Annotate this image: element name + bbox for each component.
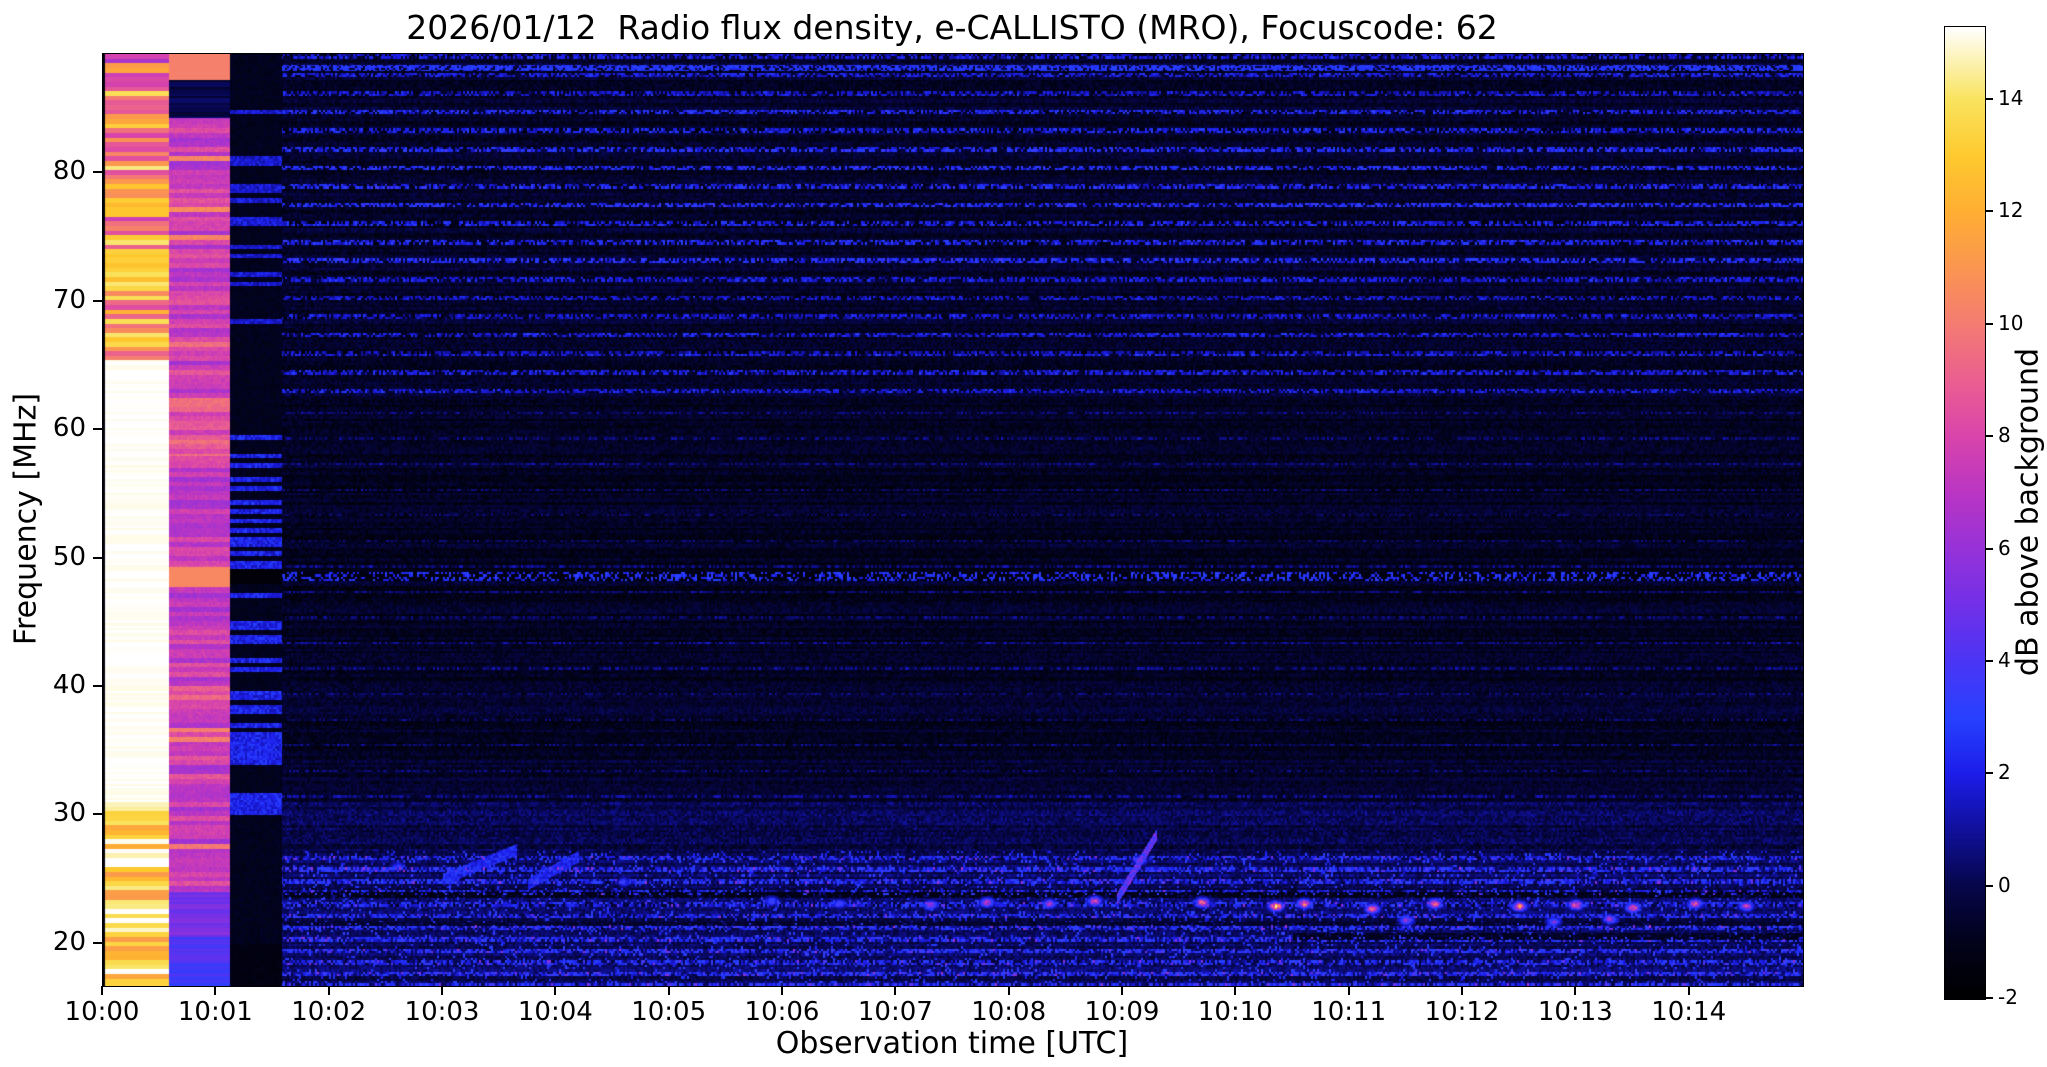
x-tick-mark [1461, 986, 1463, 995]
colorbar-tick-label: 0 [1998, 872, 2011, 897]
x-tick-mark [441, 986, 443, 995]
x-tick-label: 10:01 [177, 997, 253, 1027]
x-tick-mark [101, 986, 103, 995]
y-tick-label: 80 [52, 156, 86, 187]
x-tick-label: 10:13 [1537, 997, 1613, 1027]
x-tick-label: 10:05 [631, 997, 707, 1027]
y-tick-mark [93, 813, 102, 816]
x-tick-label: 10:00 [64, 997, 140, 1027]
y-tick-label: 70 [52, 284, 86, 315]
y-tick-mark [93, 941, 102, 944]
chart-title: 2026/01/12 Radio flux density, e-CALLIST… [406, 8, 1498, 47]
x-tick-mark [1687, 986, 1690, 995]
x-tick-label: 10:09 [1084, 997, 1160, 1027]
colorbar-tick-mark [1986, 435, 1993, 438]
colorbar-tick-mark [1986, 210, 1993, 213]
y-tick-label: 50 [52, 541, 86, 572]
colorbar-tick-label: 10 [1998, 310, 2024, 335]
x-tick-label: 10:04 [517, 997, 593, 1027]
colorbar-tick-mark [1986, 659, 1993, 662]
colorbar-tick-label: 4 [1998, 647, 2011, 672]
y-tick-mark [93, 299, 102, 302]
x-tick-mark [1234, 986, 1237, 995]
x-axis-label: Observation time [UTC] [775, 1026, 1129, 1061]
colorbar-tick-mark [1986, 772, 1993, 775]
x-tick-mark [1007, 986, 1010, 995]
x-tick-mark [1121, 986, 1123, 995]
x-tick-mark [1574, 986, 1577, 995]
y-tick-label: 20 [52, 926, 86, 957]
y-tick-label: 30 [52, 798, 86, 829]
y-tick-label: 60 [52, 413, 86, 444]
colorbar-tick-mark [1986, 884, 1993, 887]
colorbar-tick-mark [1986, 98, 1993, 101]
x-tick-mark [1347, 986, 1350, 995]
x-tick-mark [554, 986, 557, 995]
x-tick-mark [781, 986, 783, 995]
y-tick-mark [93, 556, 102, 559]
y-tick-label: 40 [52, 669, 86, 700]
x-tick-label: 10:06 [744, 997, 820, 1027]
x-tick-label: 10:02 [291, 997, 367, 1027]
x-tick-label: 10:03 [404, 997, 480, 1027]
spectrogram-canvas [103, 54, 1803, 986]
colorbar-tick-label: 8 [1998, 423, 2011, 448]
x-tick-mark [214, 986, 217, 995]
x-tick-label: 10:07 [857, 997, 933, 1027]
colorbar-tick-label: 12 [1998, 198, 2024, 223]
colorbar-tick-mark [1986, 322, 1993, 325]
x-tick-mark [894, 986, 897, 995]
y-tick-mark [93, 428, 102, 431]
colorbar [1944, 26, 1986, 1000]
x-tick-label: 10:08 [971, 997, 1047, 1027]
spectrogram-plot [102, 53, 1804, 987]
x-tick-mark [667, 986, 670, 995]
x-tick-label: 10:14 [1651, 997, 1727, 1027]
colorbar-tick-mark [1986, 997, 1993, 999]
x-tick-label: 10:12 [1424, 997, 1500, 1027]
x-tick-label: 10:11 [1311, 997, 1387, 1027]
colorbar-tick-label: 6 [1998, 535, 2011, 560]
colorbar-tick-mark [1986, 547, 1993, 550]
colorbar-tick-label: 14 [1998, 86, 2024, 111]
x-tick-label: 10:10 [1197, 997, 1273, 1027]
colorbar-label: dB above background [2010, 347, 2046, 677]
x-tick-mark [327, 986, 330, 995]
y-tick-mark [93, 684, 102, 687]
colorbar-tick-label: -2 [1998, 985, 2018, 1009]
colorbar-tick-label: 2 [1998, 760, 2011, 785]
y-tick-mark [93, 171, 102, 174]
